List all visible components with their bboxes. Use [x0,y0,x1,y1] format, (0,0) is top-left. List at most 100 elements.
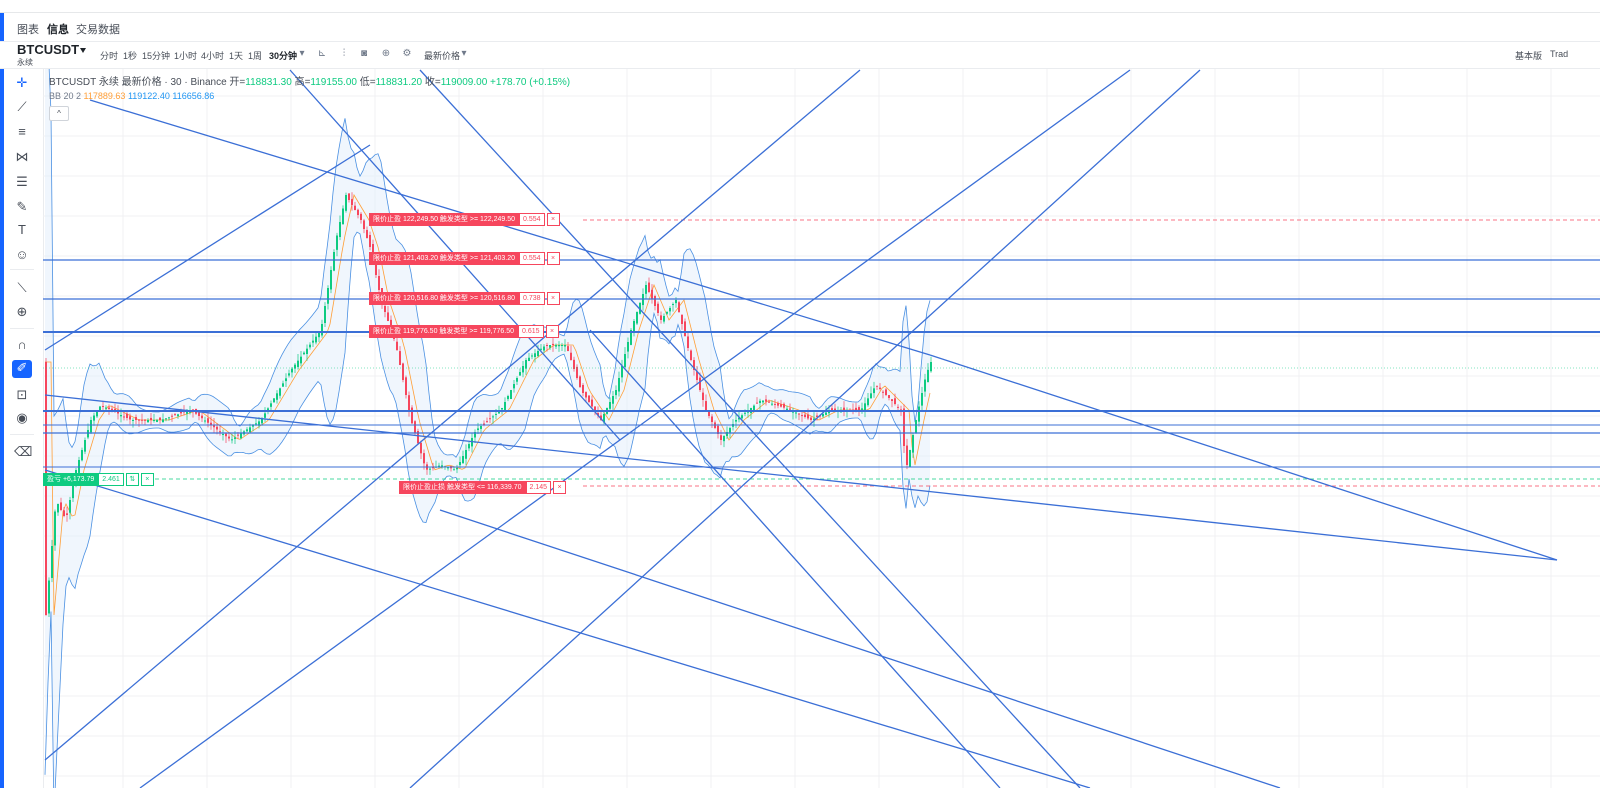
candle-body [663,316,665,322]
candle-body [207,418,209,423]
interval-1d[interactable]: 1天 [229,51,244,61]
ruler-icon[interactable]: ⟍ [17,280,27,295]
eye-icon[interactable]: ◉ [16,410,28,425]
pattern-icon[interactable]: ⋈ [15,149,29,164]
position-pnl[interactable]: 盈亏 +6,173.79 [43,473,99,486]
candle-body [63,510,65,516]
candle-body [759,400,761,404]
horizontal-levels [43,219,1600,487]
bb-label[interactable]: BB 20 2 [49,91,82,101]
candle-body [99,406,101,411]
stay-drawing-icon[interactable]: ✐ [12,360,32,378]
gear-icon[interactable]: ⚙ [402,48,412,59]
candle-body [150,417,152,420]
interval-4h[interactable]: 4小时 [201,51,225,61]
drawing-toolbar: ✛ ⟋ ≡ ⋈ ☰ ✎ T ☺ ⟍ ⊕ ∩ ✐ ⊡ ◉ ⌫ [0,69,44,788]
tab-bar: 图表 信息 交易数据 [0,13,1600,42]
interval-1s[interactable]: 1秒 [123,51,138,61]
candle-body [549,345,551,348]
symbol-name[interactable]: BTCUSDT [17,42,80,57]
candle-body [870,393,872,399]
lock-icon[interactable]: ⊡ [16,387,28,402]
close-icon[interactable]: × [546,252,560,265]
candle-body [117,410,119,414]
legend-collapse-button[interactable]: ^ [49,106,69,121]
order-qty[interactable]: 0.554 [519,252,545,265]
price-type-chevron-icon[interactable]: ▾ [461,48,467,59]
emoji-icon[interactable]: ☺ [15,247,29,262]
candle-body [492,416,494,418]
tab-trading-data[interactable]: 交易数据 [76,24,120,36]
brush-icon[interactable]: ✎ [16,199,28,214]
interval-1w[interactable]: 1周 [248,51,263,61]
candle-body [213,424,215,428]
reverse-icon[interactable]: ⇅ [125,473,139,486]
horizontal-lines-icon[interactable]: ≡ [18,124,26,139]
chart-type-icon[interactable]: ⊾ [317,48,327,59]
order-label[interactable]: 限价止盈 121,403.20 触发类型 >= 121,403.20 [369,252,520,265]
close-icon[interactable]: × [553,481,567,494]
order-qty[interactable]: 0.738 [519,292,545,305]
candle-body [405,377,407,395]
bollinger-basis-line [45,193,931,616]
order-label[interactable]: 限价止盈 122,249.50 触发类型 >= 122,249.50 [369,213,520,226]
candle-body [501,408,503,410]
candle-body [717,425,719,434]
candle-body [699,377,701,390]
candle-body [432,467,434,469]
trash-icon[interactable]: ⌫ [14,444,33,459]
take-profit-order-2[interactable]: 限价止盈 121,403.20 触发类型 >= 121,403.20 0.554 × [369,252,560,265]
order-label[interactable]: 限价止盈 120,516.80 触发类型 >= 120,516.80 [369,292,520,305]
close-position-icon[interactable]: × [140,473,154,486]
candle-body [768,401,770,403]
close-icon[interactable]: × [546,213,560,226]
interval-30m[interactable]: 30分钟 [269,51,298,61]
order-qty[interactable]: 0.554 [519,213,545,226]
trend-line-icon[interactable]: ⟋ [17,99,27,114]
add-icon[interactable]: ⊕ [381,48,391,59]
order-qty[interactable]: 0.615 [517,325,544,338]
candle-body [876,385,878,387]
order-label[interactable]: 限价止盈止损 触发类型 <= 116,339.70 [399,481,526,494]
symbol-dropdown-icon[interactable] [80,48,86,53]
take-profit-order-1[interactable]: 限价止盈 122,249.50 触发类型 >= 122,249.50 0.554 × [369,213,560,226]
candle-body [345,195,347,211]
candle-body [369,235,371,247]
stop-loss-order[interactable]: 限价止盈止损 触发类型 <= 116,339.70 2.145 × [399,481,567,494]
close-icon[interactable]: × [545,325,559,338]
position-qty[interactable]: 2.461 [98,473,124,486]
take-profit-order-4[interactable]: 限价止盈 119,776.50 触发类型 >= 119,776.50 0.615 × [369,325,559,338]
candle-body [753,405,755,411]
interval-15m[interactable]: 15分钟 [142,51,171,61]
magnet-icon[interactable]: ∩ [17,337,27,352]
position-line[interactable]: 盈亏 +6,173.79 2.461 ⇅ × [43,473,154,486]
text-icon[interactable]: T [18,222,26,237]
trend-line [139,69,1131,788]
price-type-select[interactable]: 最新价格 [424,51,461,61]
order-qty[interactable]: 2.145 [525,481,552,494]
tab-info[interactable]: 信息 [47,24,69,36]
candle-body [690,350,692,360]
basic-view-link[interactable]: 基本版 [1515,51,1543,61]
tradingview-link[interactable]: Trad [1550,49,1569,59]
camera-icon[interactable]: ◙ [360,48,368,59]
fib-icon[interactable]: ☰ [16,174,28,189]
interval-1h[interactable]: 1小时 [174,51,198,61]
candlestick-chart[interactable] [43,69,1600,788]
close-icon[interactable]: × [546,292,560,305]
order-label[interactable]: 限价止盈 119,776.50 触发类型 >= 119,776.50 [369,325,518,338]
candle-body [552,343,554,345]
indicators-icon[interactable]: ⫶ [342,48,346,59]
zoom-in-icon[interactable]: ⊕ [16,304,28,319]
interval-time[interactable]: 分时 [100,51,119,61]
tab-chart[interactable]: 图表 [17,24,39,36]
crosshair-icon[interactable]: ✛ [16,75,28,90]
take-profit-order-3[interactable]: 限价止盈 120,516.80 触发类型 >= 120,516.80 0.738 × [369,292,560,305]
candle-body [234,437,236,439]
chevron-down-icon[interactable]: ▾ [299,48,305,59]
window-top-bar [0,0,1600,13]
candle-body [810,417,812,420]
candle-body [402,363,404,380]
candle-body [54,511,56,546]
candle-body [615,390,617,396]
